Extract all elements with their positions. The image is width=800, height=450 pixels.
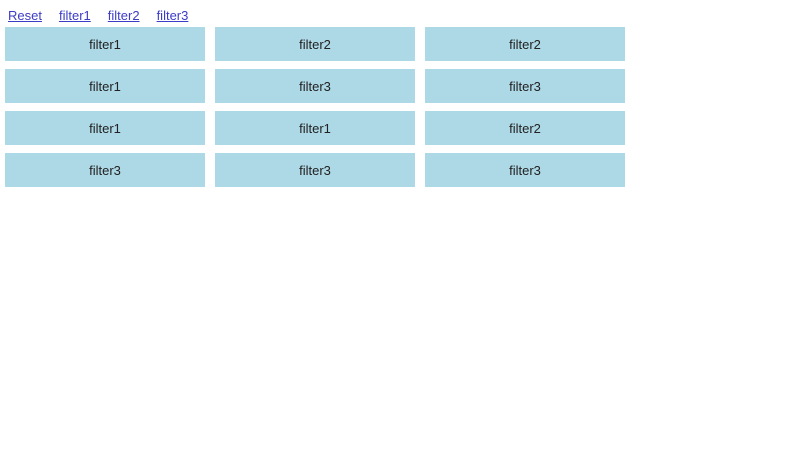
filter2-link[interactable]: filter2 [107,8,140,23]
grid-item: filter1 [5,69,205,103]
results-grid: filter1 filter2 filter2 filter1 filter3 … [0,23,630,191]
grid-item: filter2 [425,27,625,61]
filter-toolbar: Reset filter1 filter2 filter3 [0,0,800,23]
grid-item: filter3 [5,153,205,187]
filter3-link[interactable]: filter3 [156,8,189,23]
grid-item: filter1 [215,111,415,145]
grid-item: filter1 [5,111,205,145]
grid-item: filter1 [5,27,205,61]
grid-item: filter3 [425,69,625,103]
grid-item: filter3 [215,153,415,187]
grid-item: filter3 [215,69,415,103]
filter1-link[interactable]: filter1 [58,8,91,23]
reset-link[interactable]: Reset [8,8,42,23]
grid-item: filter3 [425,153,625,187]
grid-item: filter2 [425,111,625,145]
grid-item: filter2 [215,27,415,61]
